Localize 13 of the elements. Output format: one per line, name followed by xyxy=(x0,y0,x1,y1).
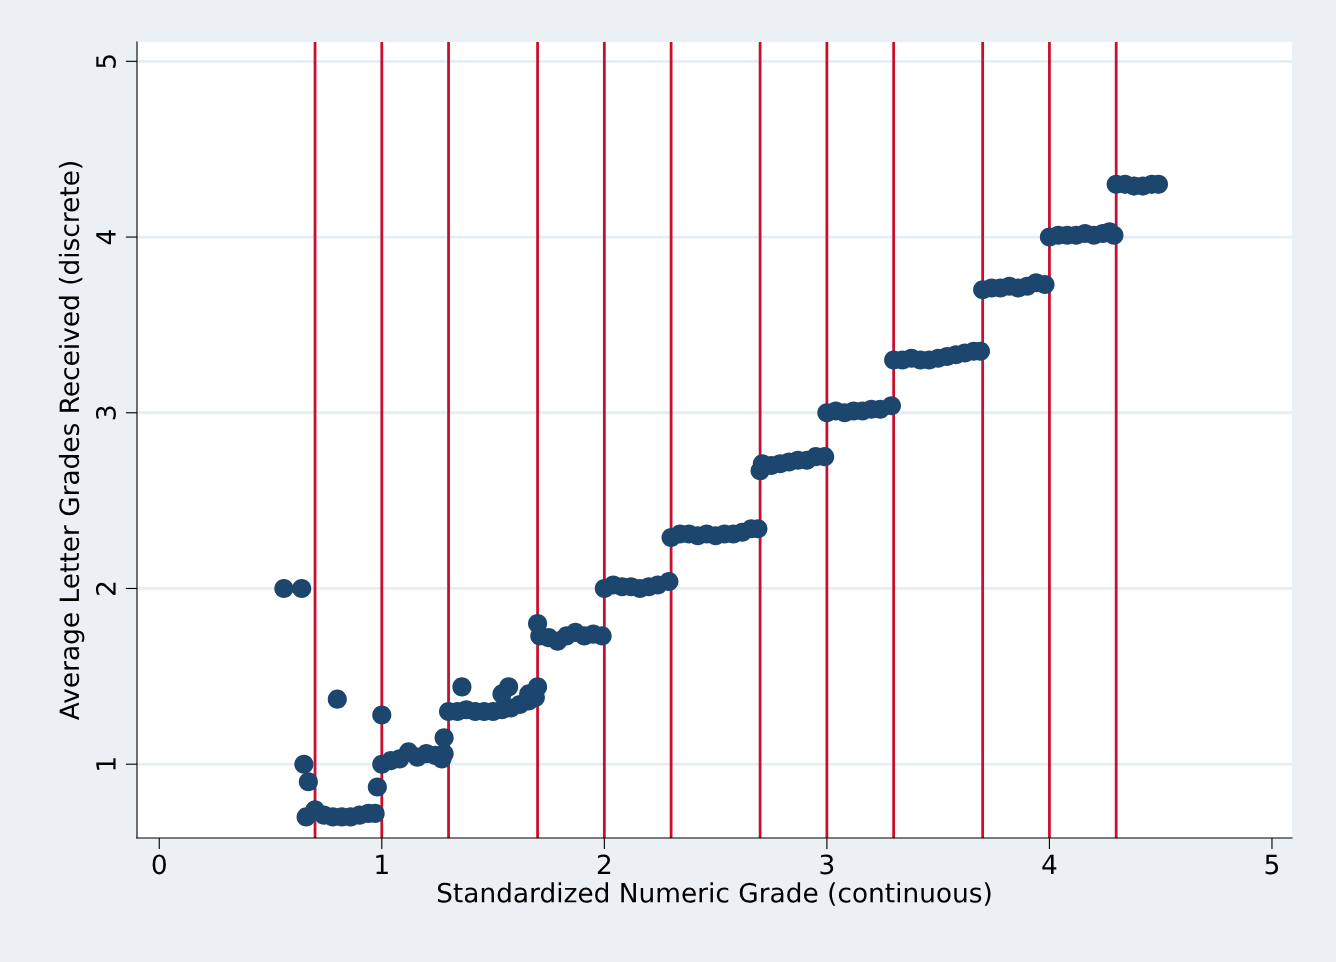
x-tick-label: 2 xyxy=(597,854,611,875)
x-axis-title: Standardized Numeric Grade (continuous) xyxy=(437,882,991,906)
y-tick-label: 1 xyxy=(96,758,116,770)
y-tick-label: 5 xyxy=(96,55,116,68)
x-tick-label: 0 xyxy=(152,854,166,875)
x-tick-label: 4 xyxy=(1042,854,1057,875)
y-tick-label: 2 xyxy=(95,582,116,595)
x-tick-label: 5 xyxy=(1265,854,1279,875)
x-tick-label: 3 xyxy=(820,854,834,875)
y-tick-label: 4 xyxy=(96,230,116,245)
y-axis-title: Average Letter Grades Received (discrete) xyxy=(58,162,85,721)
y-tick-label: 3 xyxy=(95,406,116,420)
x-tick-label: 1 xyxy=(376,854,388,875)
